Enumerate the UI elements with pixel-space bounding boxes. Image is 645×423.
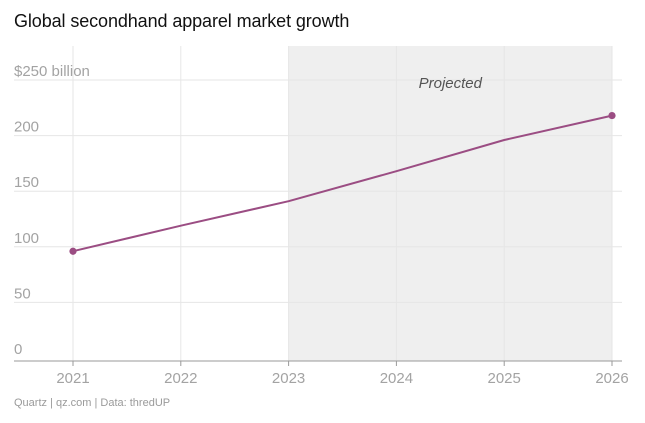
source-note: Quartz | qz.com | Data: thredUP <box>14 397 171 409</box>
x-tick-label-2023: 2023 <box>272 370 305 387</box>
data-point-2021 <box>69 247 77 255</box>
chart-title: Global secondhand apparel market growth <box>14 11 350 31</box>
gridlines <box>14 46 622 361</box>
data-point-2026 <box>608 111 616 120</box>
y-tick-label-250: $250 billion <box>14 63 90 80</box>
annotations: Projected <box>419 75 483 92</box>
series-line-0 <box>72 114 613 253</box>
axes <box>14 360 622 366</box>
y-tick-label-100: 100 <box>14 230 39 247</box>
y-tick-label-200: 200 <box>14 119 39 136</box>
x-tick-label-2022: 2022 <box>164 370 197 387</box>
projection-shade-layer <box>288 46 612 361</box>
y-tick-label-150: 150 <box>14 174 39 191</box>
x-tick-label-2025: 2025 <box>488 370 521 387</box>
y-tick-label-50: 50 <box>14 285 31 302</box>
projection-label: Projected <box>419 75 483 92</box>
x-tick-label-2026: 2026 <box>595 370 628 387</box>
tick-labels: 0 50 100 150 200 $250 billion 2021 2022 2023 2024… <box>14 63 629 387</box>
series-layer <box>69 111 616 255</box>
projection-shade <box>288 46 612 361</box>
x-tick-label-2024: 2024 <box>380 370 413 387</box>
x-tick-label-2021: 2021 <box>56 370 89 387</box>
y-tick-label-0: 0 <box>14 341 22 358</box>
